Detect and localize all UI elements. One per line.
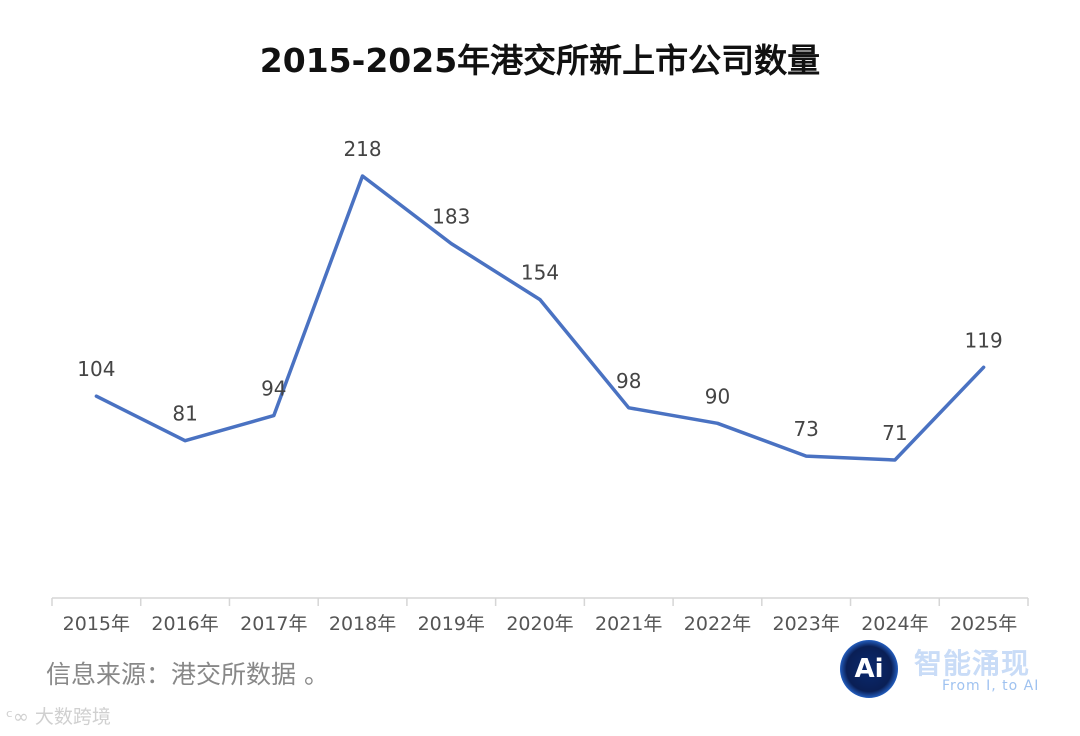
x-tick-label: 2016年 (151, 613, 218, 635)
series-line (94, 174, 986, 462)
data-label: 90 (705, 384, 730, 408)
brand-name: 智能涌现 (914, 647, 1031, 680)
brand-tagline: From I, to AI (942, 678, 1040, 694)
data-labels: 104 81 94 218 183 154 98 90 73 71 119 (77, 137, 1002, 445)
x-tick-label: 2018年 (329, 613, 396, 635)
data-label: 94 (261, 377, 286, 401)
x-tick-label: 2020年 (506, 613, 573, 635)
data-label: 119 (965, 328, 1003, 352)
data-label: 81 (172, 402, 197, 426)
x-tick-label: 2019年 (418, 613, 485, 635)
chart-title: 2015-2025年港交所新上市公司数量 (260, 41, 820, 80)
x-tick-label: 2023年 (773, 613, 840, 635)
x-tick-label: 2021年 (595, 613, 662, 635)
ai-badge-icon: Ai (840, 640, 898, 698)
data-label: 154 (521, 261, 559, 285)
data-label: 104 (77, 357, 115, 381)
x-tick-label: 2025年 (950, 613, 1017, 635)
x-tick-label: 2022年 (684, 613, 751, 635)
watermark: ᶜ∞ 大数跨境 (6, 702, 111, 729)
source-note: 信息来源：港交所数据 。 (46, 660, 329, 689)
x-axis-tick-labels: 2015年 2016年 2017年 2018年 2019年 2020年 2021年 2022年… (63, 613, 1018, 635)
x-tick-label: 2024年 (861, 613, 928, 635)
data-label: 218 (343, 137, 381, 161)
data-label: 73 (793, 417, 818, 441)
x-tick-label: 2015年 (63, 613, 130, 635)
x-axis-ticks (51, 598, 1029, 606)
watermark-text: 大数跨境 (34, 706, 111, 728)
x-tick-label: 2017年 (240, 613, 307, 635)
watermark-logo-icon: ᶜ∞ (6, 706, 29, 728)
brand-logo: Ai 智能涌现 From I, to AI (840, 640, 1050, 700)
data-label: 98 (616, 369, 641, 393)
line-chart: 2015-2025年港交所新上市公司数量 2015年 2016年 2017年 2018… (51, 41, 1029, 635)
data-label: 71 (882, 421, 907, 445)
data-label: 183 (432, 205, 470, 229)
